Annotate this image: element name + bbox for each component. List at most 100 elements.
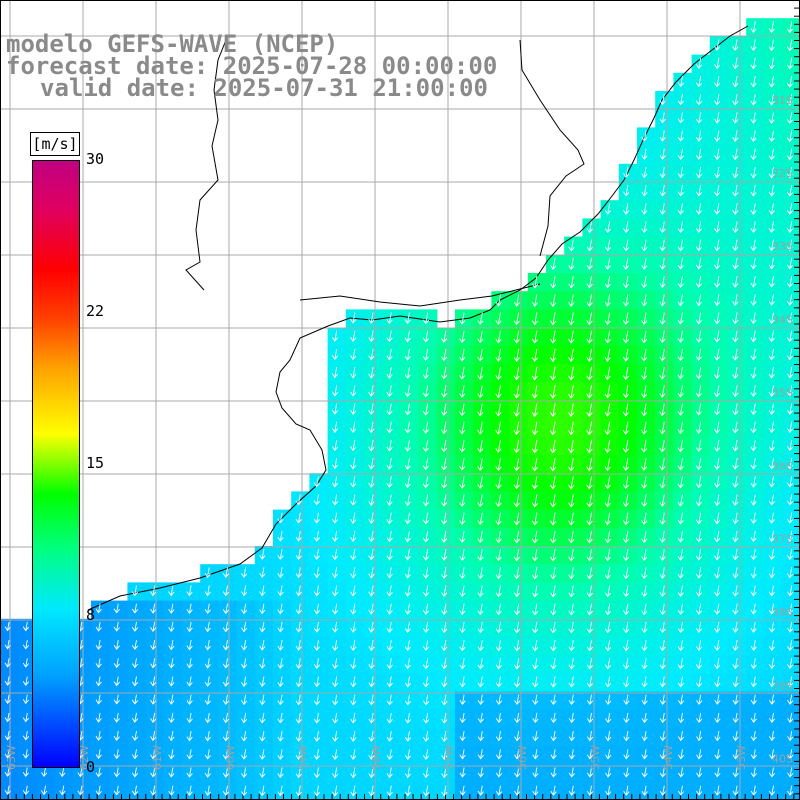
wind-arrow bbox=[604, 549, 611, 562]
wind-cell bbox=[364, 546, 383, 565]
wind-cell bbox=[400, 491, 420, 511]
wind-cell bbox=[564, 436, 583, 456]
wind-arrow bbox=[113, 640, 120, 650]
wind-cell bbox=[400, 582, 420, 602]
wind-arrow bbox=[513, 640, 521, 652]
wind-cell bbox=[582, 655, 602, 674]
wind-cell bbox=[527, 291, 547, 310]
wind-arrow bbox=[695, 421, 702, 434]
wind-arrow bbox=[350, 658, 357, 670]
wind-cell bbox=[728, 218, 747, 238]
wind-cell bbox=[345, 327, 365, 347]
wind-cell bbox=[473, 691, 492, 711]
wind-arrow bbox=[659, 348, 666, 362]
wind-arrow bbox=[695, 458, 702, 471]
wind-arrow bbox=[386, 385, 393, 398]
wind-cell bbox=[600, 327, 620, 347]
lon-label: 62W bbox=[78, 745, 91, 770]
wind-cell bbox=[582, 546, 602, 565]
wind-cell bbox=[637, 418, 656, 438]
wind-arrow bbox=[568, 585, 575, 598]
wind-cell bbox=[728, 309, 747, 329]
wind-cell bbox=[546, 291, 565, 310]
wind-cell bbox=[382, 345, 401, 365]
wind-cell bbox=[764, 564, 784, 583]
wind-arrow bbox=[386, 330, 393, 343]
wind-cell bbox=[746, 72, 765, 92]
wind-arrow bbox=[350, 585, 357, 597]
wind-cell bbox=[473, 746, 492, 765]
wind-arrow bbox=[750, 512, 757, 524]
wind-cell bbox=[673, 163, 693, 183]
wind-cell bbox=[364, 309, 383, 329]
wind-arrow bbox=[95, 640, 102, 650]
wind-arrow bbox=[386, 494, 393, 507]
wind-cell bbox=[673, 309, 693, 329]
wind-cell bbox=[236, 728, 256, 747]
wind-arrow bbox=[386, 567, 393, 579]
wind-arrow bbox=[441, 549, 448, 561]
wind-arrow bbox=[441, 712, 448, 724]
wind-arrow bbox=[423, 712, 430, 724]
wind-arrow bbox=[459, 330, 466, 344]
wind-arrow bbox=[459, 676, 466, 688]
wind-arrow bbox=[768, 585, 775, 597]
wind-arrow bbox=[714, 694, 721, 705]
wind-cell bbox=[400, 637, 420, 656]
wind-arrow bbox=[477, 712, 484, 724]
wind-cell bbox=[509, 546, 529, 565]
wind-arrow bbox=[331, 530, 339, 542]
wind-cell bbox=[418, 491, 438, 511]
wind-cell bbox=[746, 54, 765, 74]
wind-cell bbox=[491, 418, 511, 438]
wind-arrow bbox=[386, 348, 393, 361]
wind-cell bbox=[455, 764, 474, 784]
wind-arrow bbox=[95, 731, 102, 741]
wind-cell bbox=[309, 746, 329, 765]
wind-cell bbox=[473, 637, 492, 656]
wind-arrow bbox=[786, 421, 794, 434]
wind-arrow bbox=[677, 312, 684, 325]
wind-cell bbox=[254, 637, 274, 656]
wind-arrow bbox=[477, 621, 484, 634]
wind-cell bbox=[254, 546, 274, 565]
wind-cell bbox=[637, 309, 656, 329]
wind-arrow bbox=[459, 585, 466, 598]
wind-arrow bbox=[768, 112, 775, 124]
wind-arrow bbox=[750, 530, 757, 543]
wind-arrow bbox=[368, 676, 375, 688]
wind-arrow bbox=[732, 458, 739, 470]
wind-cell bbox=[691, 145, 711, 165]
wind-cell bbox=[709, 709, 729, 729]
wind-arrow bbox=[550, 676, 557, 688]
wind-cell bbox=[291, 782, 310, 800]
wind-cell bbox=[728, 273, 747, 292]
wind-cell bbox=[473, 400, 492, 420]
wind-cell bbox=[655, 491, 674, 511]
wind-arrow bbox=[677, 476, 684, 489]
wind-arrow bbox=[750, 549, 757, 561]
wind-arrow bbox=[586, 621, 593, 634]
wind-cell bbox=[637, 145, 656, 165]
wind-cell bbox=[418, 728, 438, 747]
wind-arrow bbox=[186, 749, 193, 760]
wind-cell bbox=[327, 655, 347, 674]
wind-cell bbox=[382, 618, 401, 638]
wind-arrow bbox=[531, 330, 539, 344]
wind-cell bbox=[491, 327, 511, 347]
wind-arrow bbox=[259, 731, 266, 742]
wind-cell bbox=[782, 455, 800, 474]
wind-arrow bbox=[295, 640, 302, 651]
wind-cell bbox=[509, 327, 529, 347]
wind-cell bbox=[673, 673, 693, 693]
wind-arrow bbox=[386, 785, 393, 797]
wind-arrow bbox=[241, 640, 248, 651]
wind-arrow bbox=[695, 203, 703, 215]
wind-cell bbox=[509, 782, 529, 800]
wind-cell bbox=[600, 291, 620, 310]
wind-cell bbox=[418, 782, 438, 800]
wind-arrow bbox=[350, 476, 357, 488]
wind-cell bbox=[418, 618, 438, 638]
wind-arrow bbox=[4, 749, 11, 759]
wind-arrow bbox=[604, 348, 611, 362]
